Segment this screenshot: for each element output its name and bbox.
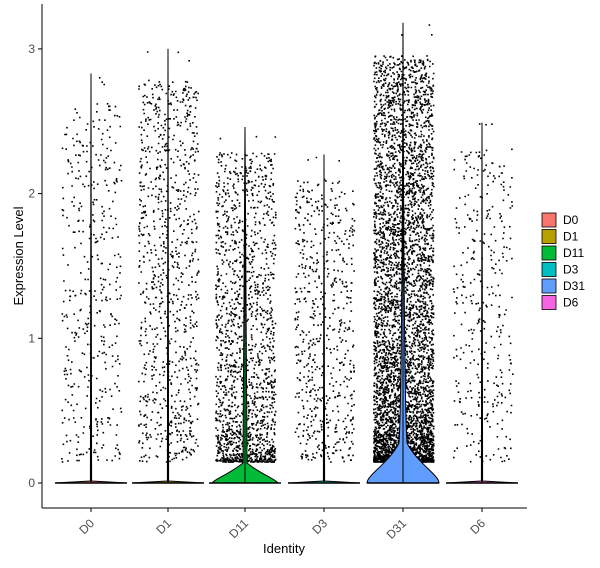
legend-label-d11: D11 [563,246,584,260]
x-tick-label-d11: D11 [226,516,251,541]
x-tick-label-d0: D0 [76,516,97,537]
legend-swatch-d3 [541,262,557,277]
violins-layer [54,22,519,484]
x-axis-title: Identity [263,541,305,556]
legend-label-d1: D1 [563,230,579,244]
x-tick-label-d6: D6 [467,516,488,537]
legend-label-d6: D6 [563,296,579,310]
legend-label-d31: D31 [563,279,585,293]
x-tick-label-d31: D31 [384,516,410,542]
legend-swatch-d6 [541,295,557,310]
legend-swatch-d0 [541,212,557,228]
y-tick-label: 1 [28,331,35,345]
y-axis-title: Expression Level [11,206,26,305]
y-tick-label: 3 [28,42,35,56]
axes-layer [41,4,527,509]
x-tick-label-d1: D1 [153,516,174,537]
x-ticks: D0 D1 D11 D3 D31 D6 [76,508,488,542]
legend-swatch-d1 [541,229,557,244]
points-d3 [294,156,356,463]
points-d6 [452,123,514,463]
y-ticks: 0 1 2 3 [28,42,42,490]
y-tick-label: 0 [28,476,35,490]
legend: D0 D1 D11 D3 D31 D6 [541,212,585,310]
legend-label-d3: D3 [563,263,579,277]
legend-swatch-d31 [541,278,557,294]
y-tick-label: 2 [28,187,35,201]
x-tick-label-d3: D3 [309,516,330,537]
jitter-points-layer [61,24,514,463]
legend-label-d0: D0 [563,213,579,227]
legend-swatch-d11 [541,245,557,261]
points-d31 [373,24,435,463]
